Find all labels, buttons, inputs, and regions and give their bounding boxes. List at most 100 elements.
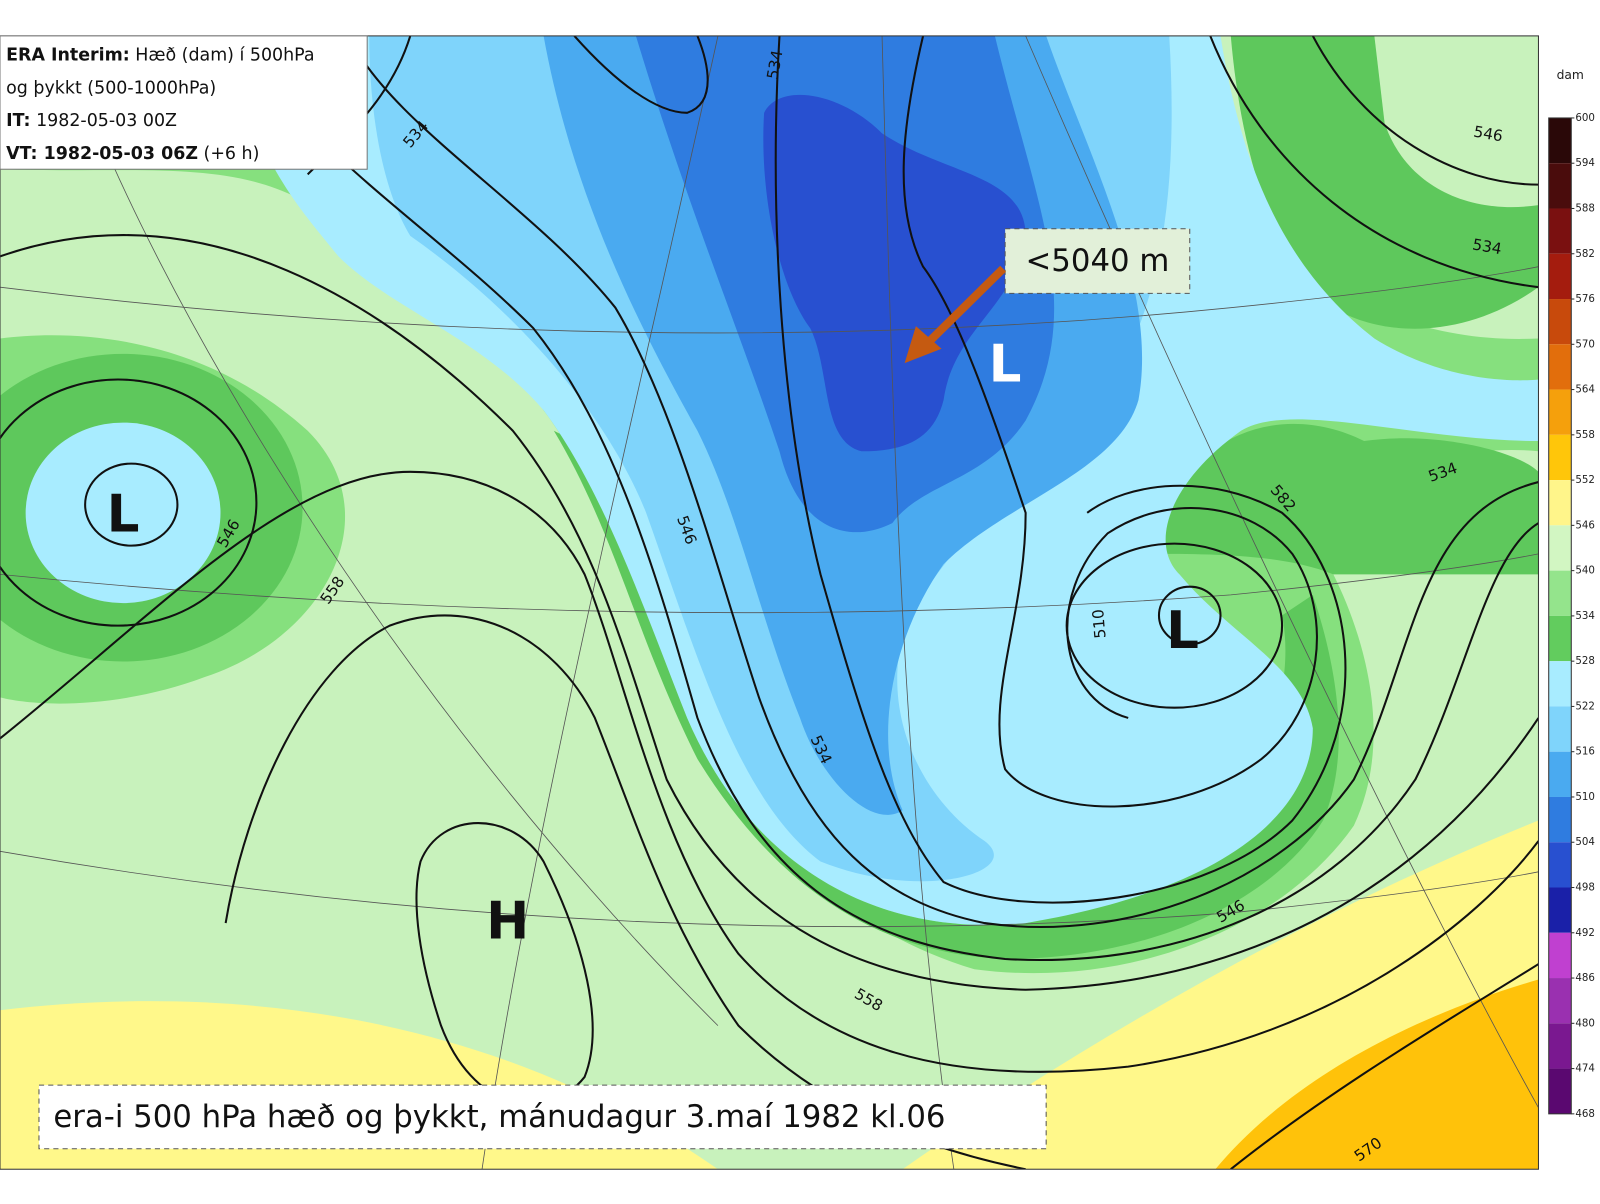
contour-line — [235, 35, 1539, 961]
colorbar-tick-label: 576 — [1575, 293, 1595, 305]
colorbar-swatch — [1548, 1068, 1572, 1114]
field-cyan — [25, 422, 221, 604]
low-center: L — [989, 335, 1022, 395]
colorbar-tick-label: 546 — [1575, 519, 1595, 531]
colorbar-swatch — [1548, 932, 1572, 979]
colorbar-tick-label: 558 — [1575, 429, 1595, 441]
caption-text: era-i 500 hPa hæð og þykkt, mánudagur 3.… — [53, 1099, 945, 1135]
contour-label: 534 — [764, 49, 787, 81]
info-box: ERA Interim: Hæð (dam) í 500hPa og þykkt… — [0, 35, 368, 170]
colorbar-tick-label: 486 — [1575, 972, 1595, 984]
colorbar-tick-label: 498 — [1575, 882, 1595, 894]
info-text: (+6 h) — [204, 144, 260, 164]
colorbar-swatch — [1548, 615, 1572, 662]
colorbar-tick-label: 480 — [1575, 1017, 1595, 1029]
contour-label: 510 — [1089, 608, 1109, 639]
info-line: og þykkt (500-1000hPa) — [6, 78, 216, 98]
colorbar-tick-label: 594 — [1575, 157, 1595, 169]
contour-label: 546 — [1472, 123, 1504, 146]
grid-line — [0, 850, 1539, 928]
colorbar-swatch — [1548, 525, 1572, 571]
contour-line — [1311, 35, 1539, 186]
colorbar-swatch — [1548, 389, 1572, 435]
colorbar-tick-label: 516 — [1575, 746, 1595, 758]
contour-line — [902, 35, 1318, 808]
caption-box — [38, 1084, 1047, 1150]
info-text: 1982-05-03 00Z — [36, 111, 177, 131]
info-text: Hæð (dam) í 500hPa — [135, 46, 314, 66]
colorbar-swatch — [1548, 1023, 1572, 1069]
contour-line — [0, 234, 1539, 991]
map-frame — [0, 35, 1539, 1170]
info-bold: VT: 1982-05-03 06Z — [6, 144, 198, 164]
grid-line — [0, 553, 1539, 614]
colorbar-swatch — [1548, 978, 1572, 1024]
low-center: L — [107, 484, 140, 544]
contour-line — [1209, 35, 1539, 289]
contour-line — [0, 470, 1539, 1073]
colorbar-tick-label: 492 — [1575, 927, 1595, 939]
colorbar-swatch — [1548, 480, 1572, 526]
info-box-bg — [0, 35, 368, 170]
colorbar-tick-label: 570 — [1575, 338, 1595, 350]
colorbar-swatch — [1548, 796, 1572, 843]
field-darkest-blue — [763, 94, 1026, 452]
colorbar-tick-label: 510 — [1575, 791, 1595, 803]
field-dark-green — [1148, 423, 1539, 575]
field-orange — [1215, 979, 1539, 1170]
contour-line — [415, 822, 594, 1106]
info-bold: IT: — [6, 111, 30, 131]
colorbar-swatch — [1548, 163, 1572, 209]
colorbar-tick-label: 504 — [1575, 836, 1595, 848]
colorbar-tick-label: 582 — [1575, 248, 1595, 260]
colorbar-swatch — [1548, 887, 1572, 933]
colorbar-tick-label: 474 — [1575, 1063, 1595, 1075]
colorbar-swatch — [1548, 706, 1572, 752]
info-line: VT: 1982-05-03 06Z (+6 h) — [6, 144, 259, 164]
grid-line — [881, 35, 955, 1170]
colorbar-tick-label: 588 — [1575, 202, 1595, 214]
contour-line — [0, 378, 258, 627]
info-bold: ERA Interim: — [6, 46, 130, 66]
colorbar-unit: dam — [1557, 68, 1584, 82]
colorbar-tick-label: 552 — [1575, 474, 1595, 486]
colorbar-swatch — [1548, 842, 1572, 888]
colorbar-swatch — [1548, 208, 1572, 254]
colorbar-tick-label: 522 — [1575, 700, 1595, 712]
colorbar-swatch — [1548, 570, 1572, 616]
colorbar-swatch — [1548, 751, 1572, 797]
info-line: IT: 1982-05-03 00Z — [6, 111, 177, 131]
contour-line — [84, 462, 179, 547]
colorbar-tick-label: 564 — [1575, 384, 1595, 396]
contour-line — [573, 35, 709, 114]
pressure-centers: L L L H — [107, 335, 1199, 952]
annotation-text: <5040 m — [1026, 243, 1170, 279]
colorbar-tick-label: 600 — [1575, 112, 1595, 124]
colorbar-tick-label: 534 — [1575, 610, 1595, 622]
colorbar-swatch — [1548, 117, 1572, 164]
colorbar-swatch — [1548, 434, 1572, 481]
contour-line — [1157, 585, 1222, 646]
map-fields: 534 534 546 558 546 534 510 582 534 546 … — [0, 35, 1539, 1170]
colorbar-swatch — [1548, 299, 1572, 345]
colorbar-tick-label: 540 — [1575, 565, 1595, 577]
colorbar-tick-label: 468 — [1575, 1108, 1595, 1120]
colorbar-swatch — [1548, 253, 1572, 300]
annotation-arrowhead — [904, 326, 942, 364]
field-light-green — [1374, 35, 1539, 208]
annotation-arrow — [925, 265, 1006, 346]
contour-line — [1230, 963, 1539, 1170]
low-center: L — [1166, 601, 1199, 661]
colorbar-tick-label: 528 — [1575, 655, 1595, 667]
colorbar-swatch — [1548, 344, 1572, 390]
contour-line — [774, 35, 1347, 904]
colorbar: dam 600 594 588 582 576 570 564 558 552 546 540 534… — [1548, 68, 1595, 1120]
contours — [0, 35, 1539, 1170]
field-dark-green — [553, 430, 1339, 959]
grid-line — [481, 35, 719, 1170]
contour-line — [347, 35, 1539, 928]
annotation-box — [1004, 228, 1191, 294]
caption: era-i 500 hPa hæð og þykkt, mánudagur 3.… — [38, 1084, 1047, 1150]
